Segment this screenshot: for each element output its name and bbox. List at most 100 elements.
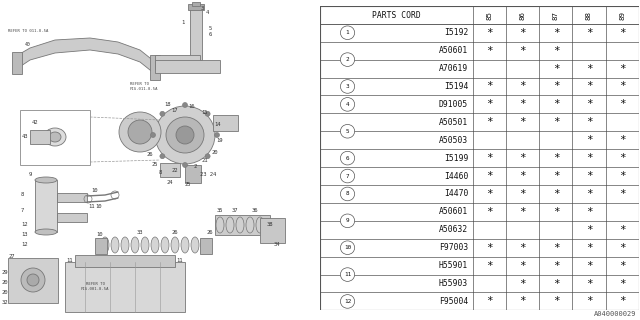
Text: *: * xyxy=(520,117,526,127)
Text: 6: 6 xyxy=(346,156,349,161)
Bar xyxy=(192,2,200,6)
Text: 9: 9 xyxy=(346,218,349,223)
Text: 4: 4 xyxy=(205,10,209,14)
Bar xyxy=(190,5,202,60)
Text: *: * xyxy=(486,82,493,92)
Text: 23 24: 23 24 xyxy=(200,172,216,178)
Text: *: * xyxy=(552,46,559,56)
Bar xyxy=(65,262,185,312)
Text: *: * xyxy=(619,225,625,235)
Text: *: * xyxy=(552,189,559,199)
Text: 32: 32 xyxy=(2,300,8,305)
Text: *: * xyxy=(520,189,526,199)
Text: 12: 12 xyxy=(22,222,28,228)
Text: *: * xyxy=(520,296,526,307)
Text: *: * xyxy=(619,243,625,253)
Text: *: * xyxy=(586,207,592,217)
Text: REFER TO 011-8.5A: REFER TO 011-8.5A xyxy=(8,29,49,33)
Text: FIG.011-8.5A: FIG.011-8.5A xyxy=(130,87,159,91)
Circle shape xyxy=(340,151,355,165)
Bar xyxy=(95,238,107,254)
Ellipse shape xyxy=(35,229,57,235)
Text: *: * xyxy=(586,153,592,163)
Text: *: * xyxy=(520,28,526,38)
Bar xyxy=(160,163,180,177)
Text: A50632: A50632 xyxy=(439,225,468,234)
Text: 26: 26 xyxy=(147,153,153,157)
Text: *: * xyxy=(552,117,559,127)
Text: *: * xyxy=(552,296,559,307)
Text: *: * xyxy=(586,260,592,271)
Bar xyxy=(57,213,87,222)
Text: *: * xyxy=(619,28,625,38)
Text: 24: 24 xyxy=(167,180,173,186)
Text: I4460: I4460 xyxy=(444,172,468,180)
Text: *: * xyxy=(552,100,559,109)
Text: 8: 8 xyxy=(20,193,24,197)
Text: 85: 85 xyxy=(486,11,493,20)
Text: A50601: A50601 xyxy=(439,207,468,216)
Ellipse shape xyxy=(216,217,224,233)
Ellipse shape xyxy=(131,237,139,253)
Text: 1: 1 xyxy=(181,20,184,25)
Circle shape xyxy=(205,154,210,159)
Text: *: * xyxy=(520,171,526,181)
Text: 2: 2 xyxy=(193,164,196,170)
Text: *: * xyxy=(552,82,559,92)
Text: 3: 3 xyxy=(200,5,204,11)
Ellipse shape xyxy=(176,126,194,144)
Text: *: * xyxy=(552,153,559,163)
Text: 10: 10 xyxy=(92,188,99,193)
Ellipse shape xyxy=(35,177,57,183)
Bar xyxy=(57,193,87,202)
Circle shape xyxy=(340,295,355,308)
Bar xyxy=(320,6,639,24)
Text: *: * xyxy=(520,207,526,217)
Circle shape xyxy=(340,124,355,138)
Text: *: * xyxy=(552,28,559,38)
Ellipse shape xyxy=(49,132,61,142)
Ellipse shape xyxy=(111,237,119,253)
Text: 20: 20 xyxy=(2,279,8,284)
Text: A50501: A50501 xyxy=(439,118,468,127)
Circle shape xyxy=(21,268,45,292)
Text: A50503: A50503 xyxy=(439,136,468,145)
Text: *: * xyxy=(619,278,625,289)
Text: *: * xyxy=(586,82,592,92)
Text: 11: 11 xyxy=(67,258,73,262)
Polygon shape xyxy=(18,38,155,74)
Text: REFER TO: REFER TO xyxy=(130,82,149,86)
Text: 5: 5 xyxy=(346,129,349,134)
Circle shape xyxy=(340,98,355,111)
Bar xyxy=(188,4,204,10)
Text: *: * xyxy=(552,278,559,289)
Ellipse shape xyxy=(171,237,179,253)
Text: *: * xyxy=(520,153,526,163)
Text: *: * xyxy=(486,243,493,253)
Text: *: * xyxy=(619,189,625,199)
Circle shape xyxy=(27,274,39,286)
Circle shape xyxy=(340,241,355,254)
Text: H55903: H55903 xyxy=(439,279,468,288)
Text: 42: 42 xyxy=(32,119,38,124)
Text: 40: 40 xyxy=(25,42,31,47)
Text: 20: 20 xyxy=(212,149,218,155)
Text: 86: 86 xyxy=(520,11,525,20)
Circle shape xyxy=(160,154,165,159)
Text: D91005: D91005 xyxy=(439,100,468,109)
Circle shape xyxy=(340,53,355,67)
Text: *: * xyxy=(520,278,526,289)
Bar xyxy=(8,258,58,303)
Bar xyxy=(20,110,90,165)
Text: 10: 10 xyxy=(97,233,103,237)
Text: I4470: I4470 xyxy=(444,189,468,198)
Text: *: * xyxy=(619,100,625,109)
Text: *: * xyxy=(586,296,592,307)
Text: *: * xyxy=(586,189,592,199)
Text: 89: 89 xyxy=(619,11,625,20)
Text: F95004: F95004 xyxy=(439,297,468,306)
Circle shape xyxy=(340,26,355,40)
Circle shape xyxy=(340,268,355,281)
Text: *: * xyxy=(586,28,592,38)
Text: 8: 8 xyxy=(346,191,349,196)
